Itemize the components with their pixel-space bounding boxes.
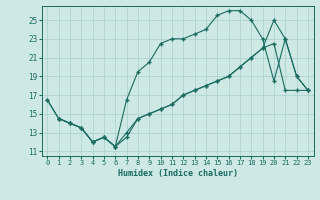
X-axis label: Humidex (Indice chaleur): Humidex (Indice chaleur) <box>118 169 237 178</box>
